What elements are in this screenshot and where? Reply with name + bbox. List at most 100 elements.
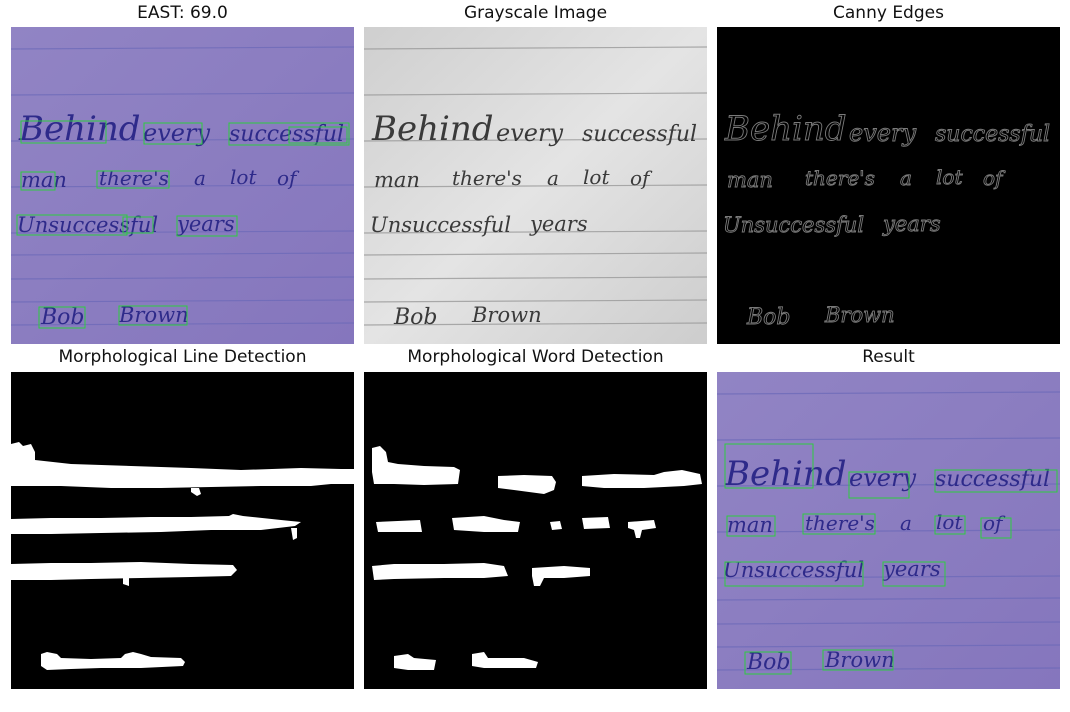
east-box — [20, 120, 107, 144]
canny-image: Behind every successful man there's a lo… — [717, 27, 1060, 344]
result-word-years: years — [882, 557, 941, 581]
result-box — [724, 443, 814, 489]
word-blob — [376, 520, 422, 532]
east-word-every: every — [143, 119, 210, 147]
gray-word-lot: lot — [583, 165, 610, 189]
gray-word-bob: Bob — [393, 305, 438, 330]
panel-title-grayscale: Grayscale Image — [463, 3, 608, 23]
word-detection-panel — [364, 372, 707, 689]
canny-word-theres: there's — [805, 166, 875, 190]
canny-word-brown: Brown — [824, 303, 895, 327]
east-box — [20, 171, 56, 191]
east-box — [118, 305, 188, 326]
east-box — [288, 126, 348, 144]
east-box — [96, 170, 170, 189]
east-word-bob: Bob — [40, 305, 85, 330]
canny-word-every: every — [849, 119, 916, 147]
line-blob — [123, 578, 129, 586]
result-box — [822, 649, 894, 671]
canny-word-bob: Bob — [746, 305, 791, 330]
east-word-of: of — [277, 166, 300, 190]
word-blob — [452, 516, 520, 532]
line-blob — [11, 562, 237, 580]
east-word-theres: there's — [99, 166, 169, 190]
east-word-behind: Behind — [18, 109, 141, 149]
gray-word-of: of — [630, 166, 653, 190]
east-box — [16, 214, 128, 236]
result-box — [744, 651, 792, 675]
east-word-lot: lot — [230, 165, 257, 189]
line-blob — [11, 442, 354, 488]
result-box — [934, 515, 966, 535]
word-blob — [498, 475, 556, 494]
result-word-behind: Behind — [724, 454, 847, 494]
east-image: Behind every successful man there's a lo… — [11, 27, 354, 344]
canny-word-years: years — [882, 212, 941, 236]
line-blob — [11, 514, 301, 534]
result-word-brown: Brown — [824, 648, 895, 672]
result-box — [848, 471, 910, 499]
result-box — [882, 561, 946, 587]
east-word-a: a — [194, 166, 206, 190]
canny-word-successful: successful — [935, 122, 1050, 147]
line-blob — [191, 488, 201, 496]
gray-word-a: a — [547, 166, 559, 190]
east-box — [176, 215, 238, 237]
gray-word-successful: successful — [582, 122, 697, 147]
result-box — [726, 515, 776, 537]
grayscale-panel: Behind every successful man there's a lo… — [364, 27, 707, 344]
canny-word-unsuccessful: Unsuccessful — [723, 213, 864, 237]
result-word-theres: there's — [805, 511, 875, 535]
panel-title-east: EAST: 69.0 — [137, 3, 228, 23]
canny-panel: Behind every successful man there's a lo… — [717, 27, 1060, 344]
east-box — [38, 306, 86, 329]
result-word-of: of — [983, 511, 1006, 535]
result-panel: Behind every successful man there's a lo… — [717, 372, 1060, 689]
gray-word-behind: Behind — [371, 109, 494, 149]
result-word-man: man — [727, 513, 773, 537]
word-blob — [628, 520, 656, 538]
gray-word-unsuccessful: Unsuccessful — [370, 213, 511, 237]
line-blob — [291, 528, 297, 540]
gray-word-man: man — [374, 168, 420, 192]
canny-word-lot: lot — [936, 165, 963, 189]
east-panel: Behind every successful man there's a lo… — [11, 27, 354, 344]
canny-word-of: of — [983, 166, 1006, 190]
east-box — [122, 216, 154, 234]
canny-word-behind: Behind — [724, 109, 847, 149]
line-detection-panel — [11, 372, 354, 689]
gray-word-theres: there's — [452, 166, 522, 190]
word-blob — [372, 446, 460, 485]
panel-title-word-detection: Morphological Word Detection — [407, 347, 664, 367]
result-word-lot: lot — [936, 510, 963, 534]
gray-word-every: every — [496, 119, 563, 147]
line-blob — [231, 472, 243, 478]
panel-title-canny: Canny Edges — [833, 3, 944, 23]
east-word-brown: Brown — [118, 303, 189, 327]
word-blob — [582, 517, 610, 529]
gray-word-years: years — [529, 212, 588, 236]
word-detection-image — [364, 372, 707, 689]
east-box — [228, 122, 350, 146]
result-word-bob: Bob — [746, 650, 791, 675]
grayscale-image: Behind every successful man there's a lo… — [364, 27, 707, 344]
canny-word-man: man — [727, 168, 773, 192]
result-box — [934, 469, 1058, 493]
line-detection-image — [11, 372, 354, 689]
word-blob — [532, 566, 590, 586]
word-blob — [372, 563, 508, 580]
line-blob — [41, 652, 185, 670]
panel-title-line-detection: Morphological Line Detection — [58, 347, 307, 367]
result-image: Behind every successful man there's a lo… — [717, 372, 1060, 689]
result-box — [802, 513, 876, 535]
word-blob — [550, 521, 562, 530]
word-blob — [394, 654, 436, 670]
panel-title-result: Result — [862, 347, 915, 367]
canny-word-a: a — [900, 166, 912, 190]
east-box — [143, 122, 203, 145]
result-word-every: every — [849, 464, 916, 492]
result-box — [980, 517, 1012, 539]
word-blob — [582, 470, 702, 488]
result-word-successful: successful — [935, 467, 1050, 492]
result-word-a: a — [900, 511, 912, 535]
